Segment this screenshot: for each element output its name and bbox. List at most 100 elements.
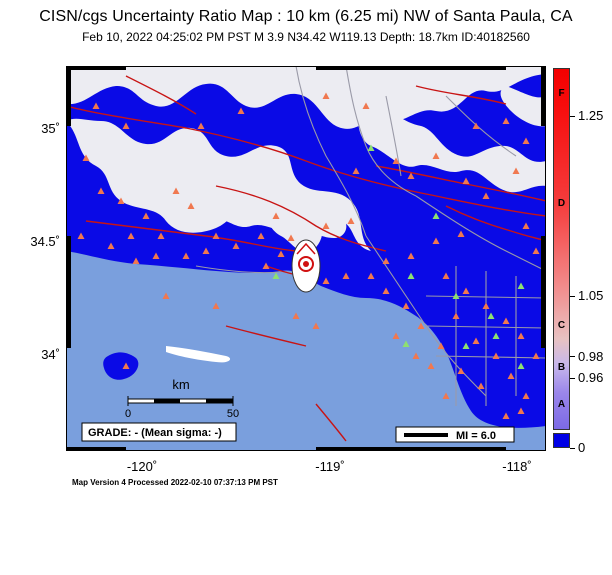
- station-marker: [367, 272, 375, 279]
- lat-label-34-5: 34.5˚: [30, 234, 60, 249]
- station-marker: [392, 157, 400, 164]
- epicenter: [291, 239, 321, 293]
- station-marker: [462, 287, 470, 294]
- scale-bar: km 0 50: [125, 377, 239, 420]
- station-marker: [77, 232, 85, 239]
- station-marker: [107, 242, 115, 249]
- station-marker: [502, 317, 510, 324]
- station-marker: [117, 197, 125, 204]
- station-marker: [257, 232, 265, 239]
- cb-value-0-96: 0.96: [578, 370, 604, 385]
- station-marker: [292, 312, 300, 319]
- station-marker: [432, 237, 440, 244]
- station-marker: [122, 122, 130, 129]
- map-frame-ticks: [66, 66, 546, 451]
- cb-value-0-98: 0.98: [578, 349, 604, 364]
- station-marker: [382, 287, 390, 294]
- station-marker: [237, 107, 245, 114]
- station-marker: [322, 92, 330, 99]
- cb-tick: [570, 356, 575, 357]
- seismic-stations: [77, 92, 540, 419]
- station-marker: [402, 302, 410, 309]
- station-marker: [517, 282, 525, 289]
- lat-label-34: 34˚: [41, 347, 60, 362]
- station-marker: [427, 362, 435, 369]
- station-marker: [457, 230, 465, 237]
- station-marker: [432, 152, 440, 159]
- station-marker: [392, 332, 400, 339]
- lon-label-118: -118˚: [502, 459, 532, 474]
- station-marker: [472, 122, 480, 129]
- station-marker: [492, 352, 500, 359]
- cb-value-0: 0: [578, 440, 586, 455]
- station-marker: [507, 372, 515, 379]
- lon-label-119: -119˚: [315, 459, 345, 474]
- map-canvas: km 0 50 GRADE: - (Mean sigma: -) MI = 6.…: [66, 66, 546, 451]
- station-marker: [312, 322, 320, 329]
- island-santa-rosa: [103, 352, 139, 380]
- station-marker: [342, 272, 350, 279]
- station-marker: [352, 167, 360, 174]
- station-marker: [417, 322, 425, 329]
- station-marker: [272, 272, 280, 279]
- cb-tick: [570, 116, 575, 117]
- station-marker: [132, 257, 140, 264]
- station-marker: [322, 277, 330, 284]
- mi-legend: MI = 6.0: [395, 426, 515, 443]
- station-marker: [522, 392, 530, 399]
- station-marker: [452, 312, 460, 319]
- station-marker: [347, 217, 355, 224]
- cb-tick: [570, 448, 575, 449]
- station-marker: [382, 257, 390, 264]
- station-marker: [517, 332, 525, 339]
- station-marker: [522, 222, 530, 229]
- station-marker: [212, 232, 220, 239]
- cb-tick: [570, 378, 575, 379]
- station-marker: [517, 362, 525, 369]
- lat-label-35: 35˚: [41, 121, 60, 136]
- grade-letter-f: F: [558, 88, 565, 99]
- station-marker: [212, 302, 220, 309]
- station-marker: [152, 252, 160, 259]
- uncertainty-colorbar: [553, 68, 570, 430]
- station-marker: [482, 192, 490, 199]
- station-marker: [182, 252, 190, 259]
- grade-letter-a: A: [557, 399, 566, 410]
- station-marker: [197, 122, 205, 129]
- station-marker: [462, 177, 470, 184]
- fault-lines: [66, 75, 546, 442]
- grade-letter-b: B: [557, 362, 566, 373]
- station-marker: [202, 247, 210, 254]
- station-marker: [122, 362, 130, 369]
- colorbar-zero-swatch: [553, 433, 570, 448]
- station-marker: [97, 187, 105, 194]
- grade-box: GRADE: - (Mean sigma: -): [81, 422, 237, 442]
- grade-letter-c: C: [557, 320, 566, 331]
- station-marker: [442, 392, 450, 399]
- uncertainty-map: km 0 50 GRADE: - (Mean sigma: -) MI = 6.…: [66, 66, 546, 456]
- station-marker: [407, 172, 415, 179]
- cb-value-1-25: 1.25: [578, 108, 604, 123]
- grade-label: GRADE: - (Mean sigma: -): [88, 427, 222, 439]
- station-marker: [407, 252, 415, 259]
- station-marker: [412, 352, 420, 359]
- station-marker: [512, 167, 520, 174]
- station-marker: [437, 342, 445, 349]
- station-marker: [432, 212, 440, 219]
- station-marker: [492, 332, 500, 339]
- station-marker: [322, 222, 330, 229]
- grade-letter-d: D: [557, 198, 566, 209]
- station-marker: [172, 187, 180, 194]
- station-marker: [92, 102, 100, 109]
- event-info: Feb 10, 2022 04:25:02 PM PST M 3.9 N34.4…: [82, 30, 530, 44]
- station-marker: [442, 272, 450, 279]
- scale-unit: km: [172, 377, 189, 392]
- station-marker: [487, 312, 495, 319]
- station-marker: [262, 262, 270, 269]
- station-marker: [162, 292, 170, 299]
- station-marker: [477, 382, 485, 389]
- station-marker: [82, 154, 90, 161]
- station-marker: [187, 202, 195, 209]
- station-marker: [402, 340, 410, 347]
- station-marker: [362, 102, 370, 109]
